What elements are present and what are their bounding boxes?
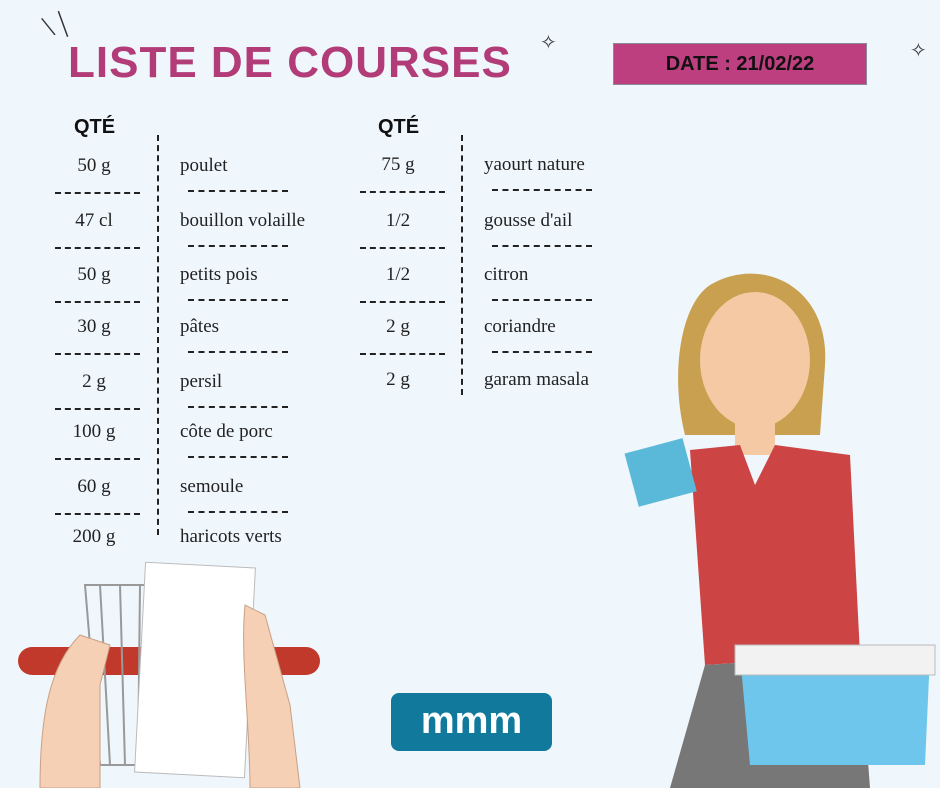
qty-underline [55,301,140,303]
item-underline [188,299,288,301]
list-qty: 30 g [77,316,111,337]
list-item: bouillon volaille [180,210,306,231]
item-underline [492,189,592,191]
list-item: semoule [180,476,244,497]
qty-underline [55,458,140,460]
list-qty: 75 g [381,154,415,175]
item-underline [188,406,288,408]
list-item: gousse d'ail [484,210,573,231]
list-qty: 47 cl [75,210,113,231]
list-item: haricots verts [180,526,282,547]
woman-illustration [624,273,936,788]
item-underline [188,456,288,458]
list-item: pâtes [180,316,220,337]
list-qty: 100 g [72,421,116,442]
list-qty: 60 g [77,476,111,497]
list-qty: 2 g [82,371,106,392]
list-qty: 200 g [72,526,116,547]
list-qty: 1/2 [385,210,411,231]
column-divider [157,135,159,535]
sparkle-icon: ✧ [540,32,557,54]
item-underline [188,511,288,513]
item-underline [188,245,288,247]
list-item: côte de porc [180,421,273,442]
list-qty: 1/2 [385,264,411,285]
qty-underline [360,353,445,355]
accent-lines-icon: \ | [38,5,71,44]
list-item: citron [484,264,529,285]
item-underline [492,351,592,353]
qty-underline [360,247,445,249]
list-qty: 2 g [386,316,410,337]
date-badge: DATE : 21/02/22 [613,43,867,85]
qty-underline [55,353,140,355]
column-divider [461,135,463,395]
qty-header-right: QTÉ [378,116,420,138]
list-item: poulet [180,155,228,176]
qty-underline [55,513,140,515]
qty-header-left: QTÉ [74,116,116,138]
qty-underline [360,301,445,303]
brand-logo: mmm [391,693,552,751]
qty-underline [55,192,140,194]
list-item: yaourt nature [484,154,585,175]
list-qty: 2 g [386,369,410,390]
list-item: persil [180,371,223,392]
list-item: coriandre [484,316,556,337]
qty-underline [55,247,140,249]
list-item: garam masala [484,369,589,390]
qty-underline [55,408,140,410]
cart-hands-illustration [18,561,320,788]
qty-underline [360,191,445,193]
page-title: LISTE DE COURSES [68,38,512,87]
list-qty: 50 g [77,264,111,285]
item-underline [188,190,288,192]
list-qty: 50 g [77,155,111,176]
sparkle-icon: ✧ [910,40,927,62]
item-underline [492,299,592,301]
item-underline [492,245,592,247]
list-item: petits pois [180,264,258,285]
item-underline [188,351,288,353]
